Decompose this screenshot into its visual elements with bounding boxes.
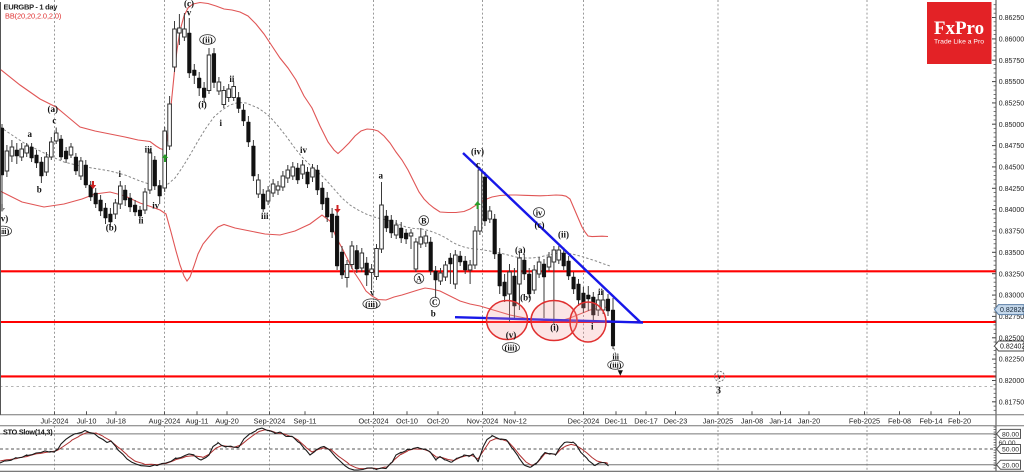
svg-text:Dec-11: Dec-11	[605, 416, 628, 425]
svg-text:0.85250: 0.85250	[999, 101, 1024, 108]
svg-text:60.00: 60.00	[999, 440, 1016, 447]
svg-text:Jul-18: Jul-18	[106, 416, 126, 425]
svg-text:iii: iii	[612, 353, 619, 362]
svg-text:(iv): (iv)	[471, 147, 484, 157]
svg-text:0.82750: 0.82750	[999, 314, 1024, 321]
svg-text:3: 3	[716, 386, 721, 397]
svg-text:A: A	[416, 275, 422, 284]
svg-text:Nov-2024: Nov-2024	[467, 416, 499, 425]
svg-text:0.85750: 0.85750	[999, 58, 1024, 65]
svg-text:a: a	[379, 171, 384, 181]
svg-text:(c): (c)	[184, 0, 194, 9]
svg-text:BB(20,20,2.0,2.0): BB(20,20,2.0,2.0)	[5, 12, 61, 21]
svg-text:0.83750: 0.83750	[999, 229, 1024, 236]
svg-text:b: b	[37, 185, 42, 195]
svg-text:i: i	[591, 322, 594, 332]
svg-text:20.00: 20.00	[1002, 462, 1019, 469]
svg-text:FxPro: FxPro	[934, 18, 984, 39]
svg-text:Dec-17: Dec-17	[634, 416, 658, 425]
svg-text:iii: iii	[145, 145, 153, 155]
svg-text:0.85000: 0.85000	[999, 122, 1024, 129]
svg-text:(c): (c)	[535, 220, 545, 230]
svg-text:0.84000: 0.84000	[999, 207, 1024, 214]
svg-text:Feb-20: Feb-20	[948, 416, 971, 425]
svg-text:Oct-2024: Oct-2024	[358, 416, 388, 425]
svg-text:(iii): (iii)	[505, 343, 518, 353]
svg-text:Jan-08: Jan-08	[741, 416, 763, 425]
svg-text:(ii): (ii)	[202, 35, 213, 45]
svg-text:b: b	[431, 309, 436, 319]
svg-text:v: v	[187, 8, 192, 18]
svg-text:Jan-20: Jan-20	[798, 416, 820, 425]
svg-text:i: i	[220, 118, 223, 128]
svg-text:Nov-12: Nov-12	[503, 416, 527, 425]
svg-text:v: v	[370, 287, 375, 297]
svg-text:(b): (b)	[106, 223, 117, 233]
svg-text:0.81750: 0.81750	[999, 399, 1024, 406]
svg-text:0.85500: 0.85500	[999, 79, 1024, 86]
svg-text:0.84250: 0.84250	[999, 186, 1024, 193]
svg-text:Dec-2024: Dec-2024	[568, 416, 600, 425]
svg-text:iii: iii	[261, 211, 269, 221]
svg-text:Feb-2025: Feb-2025	[849, 416, 880, 425]
svg-text:(v): (v)	[506, 330, 517, 340]
svg-text:50.00: 50.00	[1002, 447, 1019, 454]
svg-text:EURGBP - 1 day: EURGBP - 1 day	[4, 2, 59, 11]
svg-text:0.83000: 0.83000	[999, 293, 1024, 300]
svg-text:0.82402: 0.82402	[1000, 344, 1024, 351]
svg-text:0.82000: 0.82000	[999, 378, 1024, 385]
svg-text:a: a	[28, 129, 33, 139]
svg-text:iv: iv	[300, 145, 308, 155]
svg-text:Jul-2024: Jul-2024	[41, 416, 69, 425]
svg-text:Jul-10: Jul-10	[77, 416, 97, 425]
svg-text:STO Slow(14,3): STO Slow(14,3)	[3, 428, 53, 437]
svg-text:Oct-10: Oct-10	[396, 416, 418, 425]
svg-text:Trade Like a Pro: Trade Like a Pro	[934, 39, 984, 46]
svg-text:iv: iv	[152, 201, 160, 211]
svg-text:0.84500: 0.84500	[999, 165, 1024, 172]
svg-text:iv: iv	[536, 208, 543, 218]
svg-text:(a): (a)	[48, 104, 59, 114]
svg-text:ii: ii	[598, 287, 604, 297]
svg-text:B: B	[421, 217, 427, 226]
svg-text:(ii): (ii)	[558, 230, 569, 240]
svg-text:(iii): (iii)	[610, 361, 622, 370]
svg-text:0.86000: 0.86000	[999, 37, 1024, 44]
svg-text:(a): (a)	[515, 245, 526, 255]
svg-text:Jan-14: Jan-14	[769, 416, 791, 425]
svg-text:Sep-11: Sep-11	[294, 416, 317, 425]
svg-text:Aug-2024: Aug-2024	[149, 416, 181, 425]
svg-text:(i): (i)	[198, 100, 207, 110]
svg-text:80.00: 80.00	[1002, 432, 1019, 439]
svg-text:(v): (v)	[0, 214, 8, 224]
svg-text:Dec-23: Dec-23	[664, 416, 688, 425]
svg-text:Jan-2025: Jan-2025	[703, 416, 733, 425]
svg-text:Feb-08: Feb-08	[888, 416, 911, 425]
svg-text:0.82826: 0.82826	[1000, 307, 1024, 314]
svg-text:(b): (b)	[520, 293, 531, 303]
svg-text:0.84750: 0.84750	[999, 143, 1024, 150]
svg-text:Aug-20: Aug-20	[215, 416, 239, 425]
svg-text:0.82250: 0.82250	[999, 357, 1024, 364]
svg-text:c: c	[52, 116, 56, 126]
svg-text:0.86250: 0.86250	[999, 15, 1024, 22]
svg-text:0.83250: 0.83250	[999, 271, 1024, 278]
svg-text:i: i	[118, 169, 121, 179]
svg-text:c: c	[476, 160, 480, 170]
svg-text:Aug-11: Aug-11	[186, 416, 209, 425]
svg-text:ii: ii	[229, 74, 235, 84]
svg-text:Oct-20: Oct-20	[427, 416, 449, 425]
svg-text:ii: ii	[138, 216, 144, 226]
svg-text:(iii): (iii)	[0, 226, 10, 236]
svg-text:Feb-14: Feb-14	[919, 416, 942, 425]
svg-text:0.82500: 0.82500	[999, 335, 1024, 342]
svg-text:(iii): (iii)	[365, 299, 378, 309]
svg-text:0.83500: 0.83500	[999, 250, 1024, 257]
svg-text:v: v	[718, 373, 722, 381]
svg-text:Sep-2024: Sep-2024	[254, 416, 286, 425]
svg-text:C: C	[432, 298, 438, 307]
svg-text:(i): (i)	[550, 323, 559, 333]
